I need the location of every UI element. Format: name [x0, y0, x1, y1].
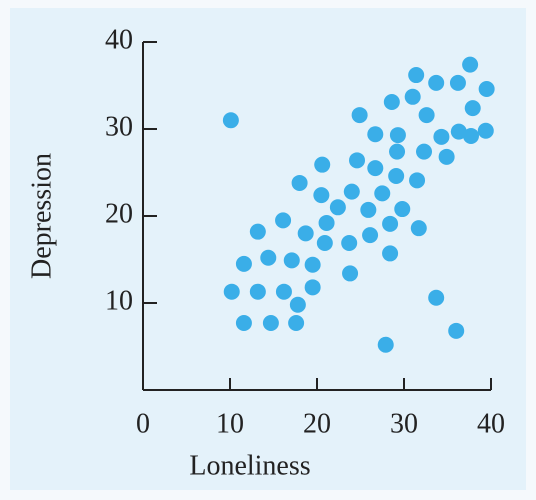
- point: [478, 80, 495, 97]
- point: [408, 67, 425, 84]
- point: [291, 174, 308, 191]
- point: [314, 156, 331, 173]
- point: [409, 172, 426, 189]
- point: [438, 148, 455, 165]
- point: [428, 289, 445, 306]
- point: [428, 74, 445, 91]
- x-tick-label: 10: [216, 408, 244, 439]
- point: [342, 265, 359, 282]
- point: [260, 249, 277, 266]
- point: [249, 223, 266, 240]
- point: [394, 201, 411, 218]
- x-tick-label: 20: [303, 408, 331, 439]
- y-tick-label: 30: [105, 111, 133, 142]
- point: [288, 315, 305, 332]
- point: [377, 336, 394, 353]
- point: [382, 215, 399, 232]
- point: [388, 167, 405, 184]
- x-axis-label: Loneliness: [189, 450, 310, 481]
- point: [316, 234, 333, 251]
- point: [343, 183, 360, 200]
- point: [275, 212, 292, 229]
- point: [416, 143, 433, 160]
- point: [341, 234, 358, 251]
- point: [464, 100, 481, 117]
- point: [318, 214, 335, 231]
- y-axis-label: Depression: [26, 153, 57, 279]
- point: [313, 187, 330, 204]
- point: [304, 256, 321, 273]
- point: [450, 123, 467, 140]
- point: [262, 315, 279, 332]
- point: [362, 227, 379, 244]
- point: [235, 255, 252, 272]
- point: [389, 127, 406, 144]
- point: [304, 279, 321, 296]
- point: [382, 245, 399, 262]
- point: [235, 315, 252, 332]
- x-tick-label: 30: [390, 408, 418, 439]
- point: [283, 252, 300, 269]
- x-tick-label: 0: [136, 408, 150, 439]
- point: [360, 201, 377, 218]
- y-tick-label: 20: [105, 198, 133, 229]
- point: [449, 74, 466, 91]
- point: [383, 94, 400, 111]
- y-tick-label: 10: [105, 285, 133, 316]
- point: [448, 322, 465, 339]
- point: [351, 107, 368, 124]
- point: [462, 127, 479, 144]
- x-tick-label: 40: [477, 408, 505, 439]
- point: [433, 128, 450, 145]
- point: [404, 88, 421, 105]
- point: [223, 283, 240, 300]
- point: [289, 296, 306, 313]
- point: [367, 160, 384, 177]
- y-tick-label: 40: [105, 24, 133, 55]
- point: [249, 283, 266, 300]
- panel: [10, 8, 526, 490]
- point: [297, 225, 314, 242]
- point: [329, 199, 346, 216]
- point: [222, 112, 239, 129]
- point: [389, 143, 406, 160]
- point: [418, 107, 435, 124]
- point: [367, 126, 384, 143]
- point: [477, 122, 494, 139]
- point: [349, 152, 366, 169]
- point: [374, 185, 391, 202]
- point: [275, 283, 292, 300]
- point: [410, 220, 427, 237]
- point: [462, 56, 479, 73]
